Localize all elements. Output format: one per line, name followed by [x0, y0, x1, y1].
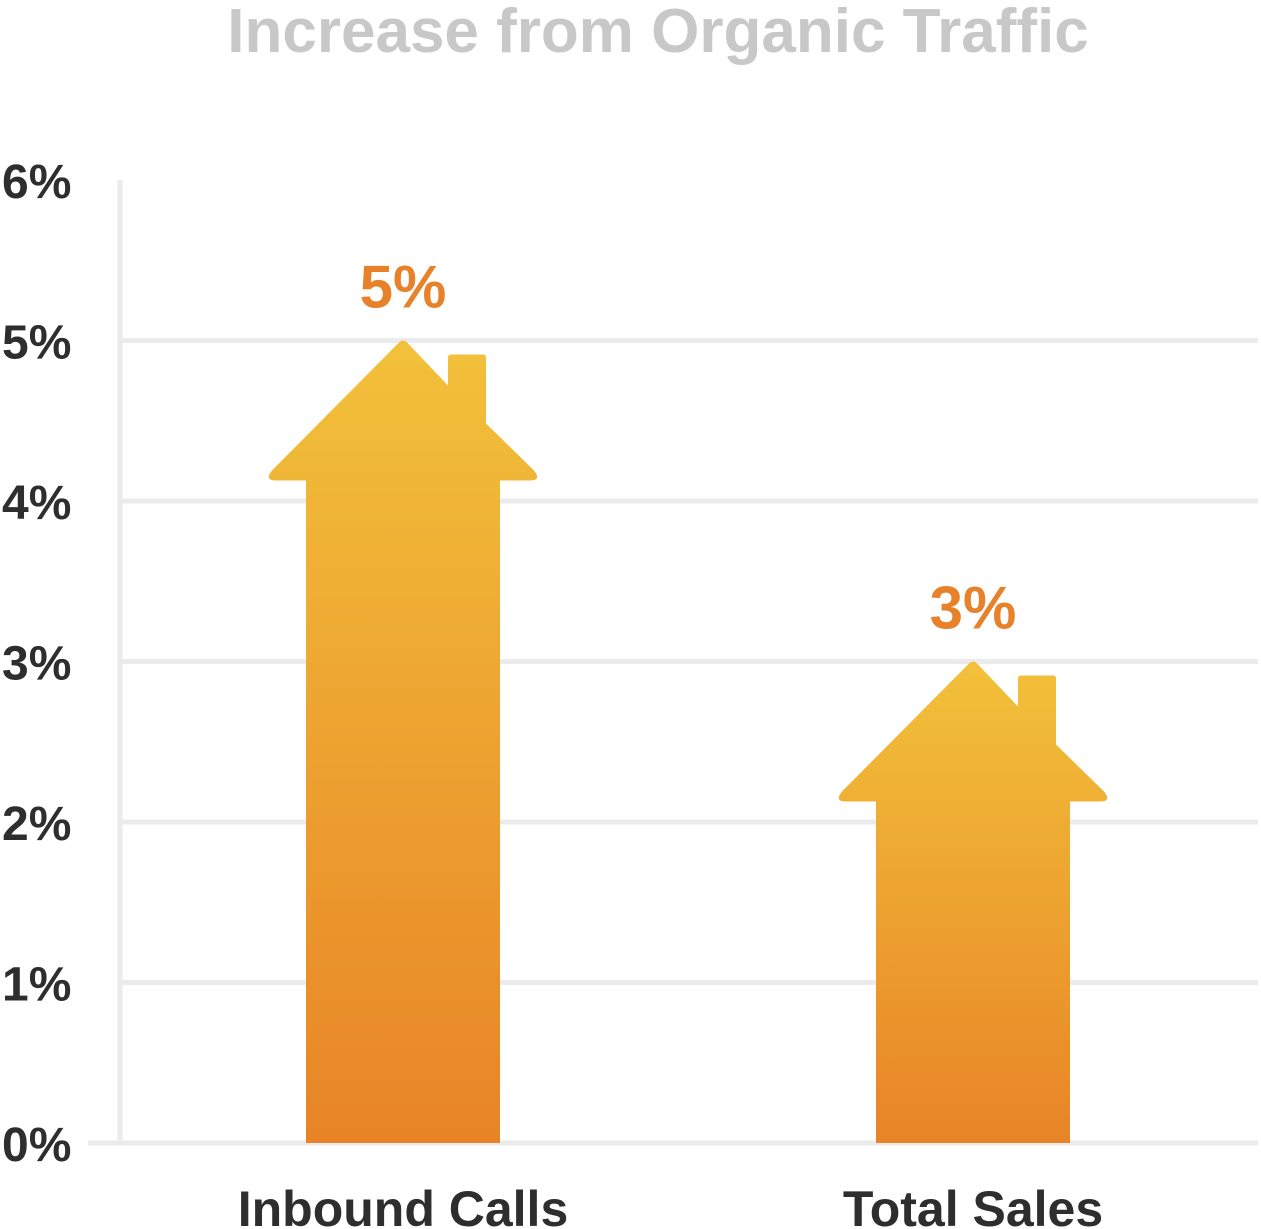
y-tick-label: 4%	[2, 477, 71, 530]
bar-inbound-calls	[268, 340, 538, 1143]
y-tick-label: 1%	[2, 959, 71, 1012]
y-tick-label: 0%	[2, 1119, 71, 1172]
value-labels: 5% 3%	[360, 254, 1017, 642]
x-axis-categories: Inbound Calls Total Sales	[238, 1181, 1103, 1229]
bars	[268, 340, 1108, 1143]
y-tick-label: 3%	[2, 638, 71, 691]
y-tick-label: 5%	[2, 317, 71, 370]
x-category-label: Total Sales	[843, 1181, 1103, 1229]
data-label: 3%	[930, 575, 1017, 642]
chart-title: Increase from Organic Traffic	[227, 0, 1088, 66]
x-category-label: Inbound Calls	[238, 1181, 569, 1229]
y-axis-ticks: 0% 1% 2% 3% 4% 5% 6%	[2, 156, 71, 1172]
gridlines	[88, 180, 1258, 1146]
y-tick-label: 2%	[2, 798, 71, 851]
data-label: 5%	[360, 254, 447, 321]
y-tick-label: 6%	[2, 156, 71, 209]
bar-total-sales	[838, 661, 1108, 1143]
